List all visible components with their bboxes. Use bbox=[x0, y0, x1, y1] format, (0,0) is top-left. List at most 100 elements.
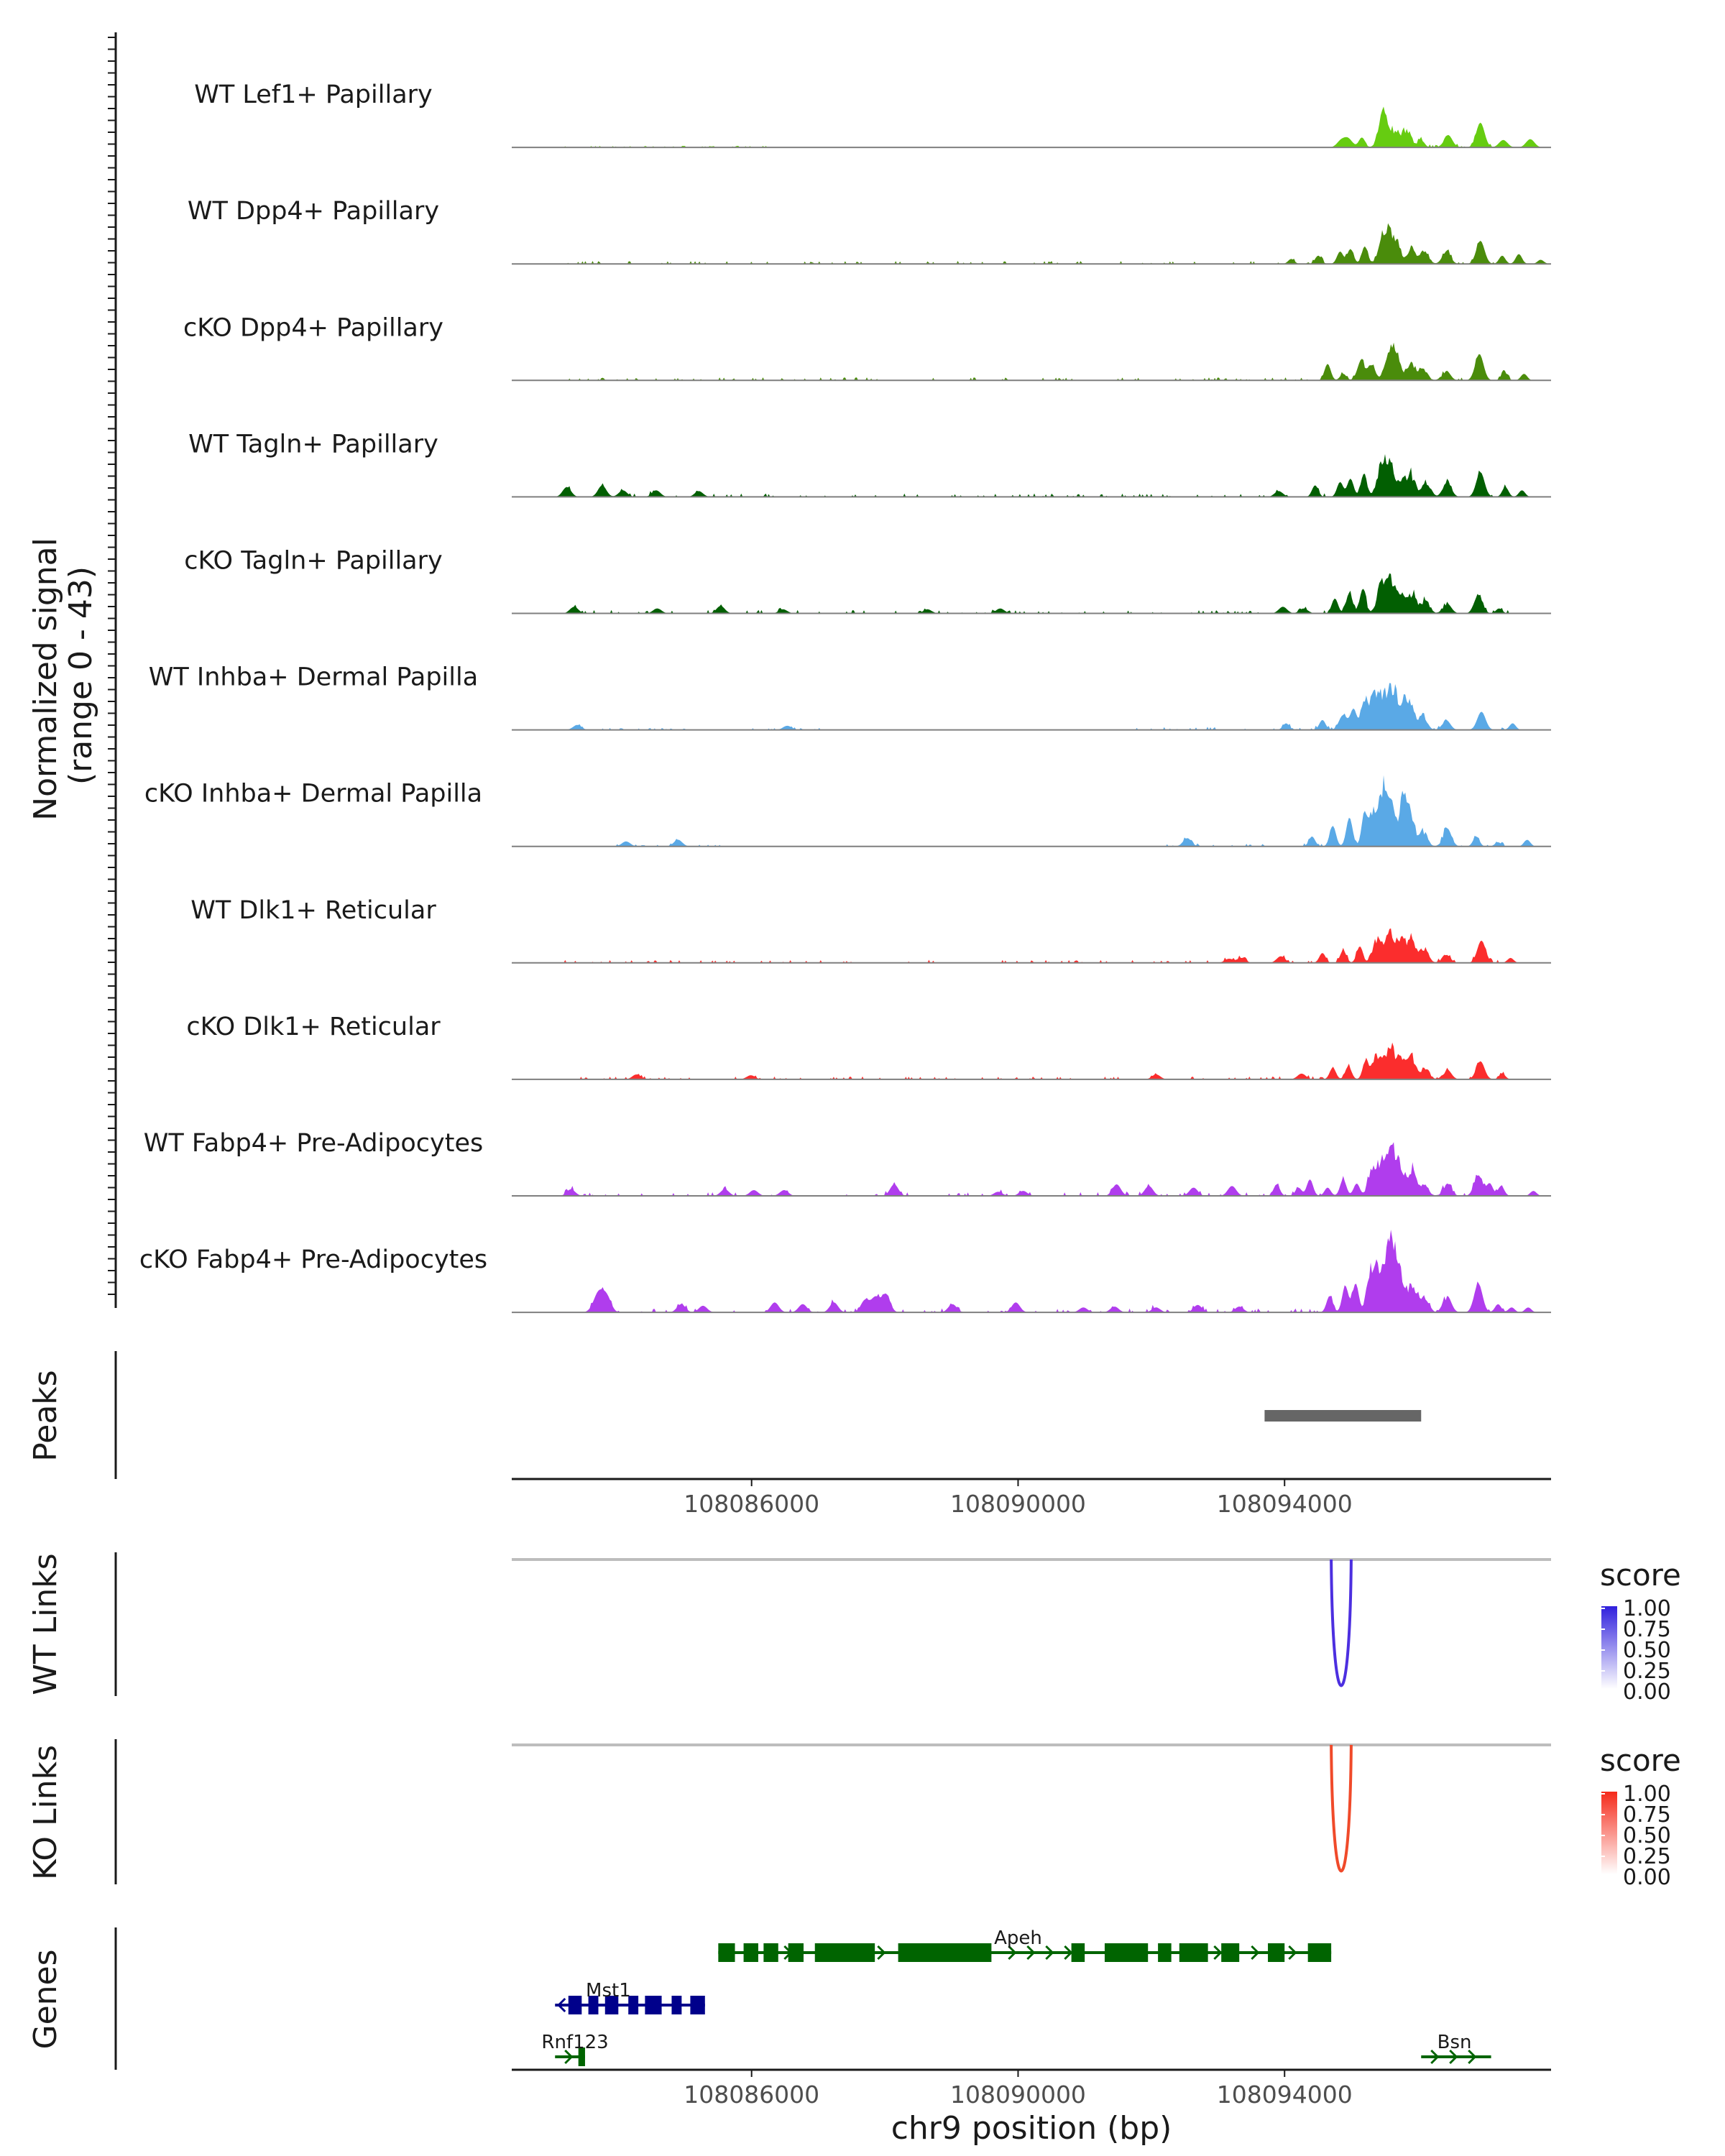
ko-links-label: KO Links bbox=[27, 1745, 64, 1880]
strand-arrow bbox=[783, 1945, 793, 1961]
genes-panel: Genes Apeh Mst1 Rnf123 Bsn 108086000 1080900… bbox=[27, 1927, 1551, 2147]
coverage-area bbox=[512, 342, 1551, 381]
x-tick-label: 108086000 bbox=[684, 2081, 819, 2109]
strand-arrow bbox=[1008, 1945, 1017, 1961]
track-label: cKO Inhba+ Dermal Papilla bbox=[144, 780, 482, 808]
peaks-x-ticks: 108086000 108090000 108094000 bbox=[684, 1479, 1353, 1518]
track-wt-lef1-papillary: WT Lef1+ Papillary bbox=[194, 80, 1551, 149]
ko-score-legend-title: score bbox=[1600, 1743, 1681, 1778]
gene-exon bbox=[578, 2047, 585, 2066]
peak-regions bbox=[1264, 1410, 1422, 1422]
coverage-area bbox=[512, 1142, 1551, 1196]
gene-exon bbox=[814, 1943, 875, 1962]
gene-exon bbox=[1179, 1943, 1208, 1962]
gene-exon bbox=[1071, 1943, 1085, 1962]
track-cko-fabp4-pre-adipocytes: cKO Fabp4+ Pre-Adipocytes bbox=[139, 1230, 1551, 1314]
gene-exon bbox=[1104, 1943, 1149, 1962]
strand-arrow bbox=[1288, 1945, 1297, 1961]
strand-arrow bbox=[564, 2049, 574, 2065]
gene-exon bbox=[628, 1996, 639, 2014]
track-label: WT Tagln+ Papillary bbox=[188, 430, 438, 459]
wt-score-legend-ticks: 1.000.750.500.250.00 bbox=[1601, 1596, 1671, 1705]
strand-arrow bbox=[557, 1997, 566, 2013]
coverage-area bbox=[512, 106, 1551, 148]
track-label: WT Fabp4+ Pre-Adipocytes bbox=[144, 1129, 483, 1158]
gene-exon bbox=[588, 1996, 599, 2014]
coverage-area bbox=[512, 928, 1551, 963]
strand-arrow bbox=[1430, 2049, 1440, 2065]
ko-score-colorbar bbox=[1601, 1792, 1617, 1874]
ko-score-legend-ticks: 1.000.750.500.250.00 bbox=[1601, 1782, 1671, 1890]
track-cko-dlk1-reticular: cKO Dlk1+ Reticular bbox=[186, 1013, 1551, 1080]
gene-bsn: Bsn bbox=[1421, 2032, 1491, 2065]
coverage-area bbox=[512, 1230, 1551, 1313]
gene-exon bbox=[671, 1996, 682, 2014]
gene-exon bbox=[1307, 1943, 1332, 1962]
coverage-area bbox=[512, 775, 1551, 847]
coverage-area bbox=[512, 453, 1551, 497]
strand-arrow bbox=[1213, 1945, 1223, 1961]
signal-y-ticks bbox=[108, 37, 116, 1295]
strand-arrow bbox=[1468, 2049, 1477, 2065]
track-label: cKO Dlk1+ Reticular bbox=[186, 1013, 441, 1041]
coverage-area bbox=[512, 223, 1551, 264]
gene-exon bbox=[763, 1943, 778, 1962]
legend-tick-label: 0.75 bbox=[1623, 1617, 1671, 1642]
track-label: WT Inhba+ Dermal Papilla bbox=[149, 663, 478, 692]
legend-tick-label: 1.00 bbox=[1623, 1596, 1671, 1621]
gene-exon bbox=[743, 1943, 758, 1962]
legend-tick-label: 0.00 bbox=[1623, 1865, 1671, 1890]
genes-x-ticks: 108086000 108090000 108094000 bbox=[684, 2070, 1353, 2109]
track-wt-inhba-dermal-papilla: WT Inhba+ Dermal Papilla bbox=[149, 663, 1551, 731]
peak-region bbox=[1264, 1410, 1422, 1422]
legend-tick-label: 1.00 bbox=[1623, 1782, 1671, 1807]
track-cko-inhba-dermal-papilla: cKO Inhba+ Dermal Papilla bbox=[144, 775, 1551, 847]
track-label: cKO Dpp4+ Papillary bbox=[183, 313, 443, 342]
track-label: WT Lef1+ Papillary bbox=[194, 80, 433, 109]
x-tick-label: 108094000 bbox=[1217, 1490, 1353, 1518]
gene-mst1: Mst1 bbox=[555, 1980, 705, 2014]
gene-models: Apeh Mst1 Rnf123 Bsn bbox=[541, 1927, 1491, 2066]
gene-apeh: Apeh bbox=[718, 1927, 1332, 1962]
track-label: cKO Tagln+ Papillary bbox=[184, 547, 443, 576]
peaks-label: Peaks bbox=[27, 1370, 64, 1461]
legend-tick-label: 0.50 bbox=[1623, 1823, 1671, 1848]
legend-tick-label: 0.25 bbox=[1623, 1659, 1671, 1684]
gene-label: Apeh bbox=[994, 1927, 1042, 1949]
x-tick-label: 108090000 bbox=[950, 2081, 1086, 2109]
ko-links-panel: KO Links score 1.000.750.500.250.00 bbox=[27, 1739, 1681, 1890]
gene-exon bbox=[568, 1996, 582, 2014]
signal-range-label: (range 0 - 43) bbox=[63, 566, 99, 785]
legend-tick-label: 0.25 bbox=[1623, 1844, 1671, 1869]
wt-link-arc bbox=[1330, 1559, 1353, 1687]
genes-label: Genes bbox=[27, 1949, 64, 2049]
ko-link-arc bbox=[1330, 1744, 1353, 1873]
coverage-area bbox=[512, 1042, 1551, 1079]
wt-links-panel: WT Links score 1.000.750.500.250.00 bbox=[27, 1552, 1681, 1705]
coverage-tracks: WT Lef1+ Papillary WT Dpp4+ Papillary cKO … bbox=[139, 80, 1551, 1314]
wt-score-legend-title: score bbox=[1600, 1557, 1681, 1593]
wt-score-colorbar bbox=[1601, 1606, 1617, 1689]
gene-label: Bsn bbox=[1438, 2032, 1472, 2053]
legend-tick-label: 0.50 bbox=[1623, 1638, 1671, 1663]
coverage-area bbox=[512, 573, 1551, 614]
gene-rnf123: Rnf123 bbox=[541, 2032, 609, 2066]
track-cko-dpp4-papillary: cKO Dpp4+ Papillary bbox=[183, 313, 1551, 382]
track-wt-dpp4-papillary: WT Dpp4+ Papillary bbox=[188, 197, 1551, 265]
strand-arrow bbox=[1064, 1945, 1073, 1961]
legend-tick-label: 0.00 bbox=[1623, 1680, 1671, 1705]
strand-arrow bbox=[1045, 1945, 1054, 1961]
strand-arrow bbox=[877, 1945, 886, 1961]
track-label: cKO Fabp4+ Pre-Adipocytes bbox=[139, 1245, 487, 1274]
track-wt-tagln-papillary: WT Tagln+ Papillary bbox=[188, 430, 1551, 498]
gene-exon bbox=[718, 1943, 735, 1962]
x-tick-label: 108090000 bbox=[950, 1490, 1086, 1518]
gene-exon bbox=[645, 1996, 662, 2014]
gene-label: Rnf123 bbox=[541, 2032, 608, 2053]
strand-arrow bbox=[1026, 1945, 1036, 1961]
gene-exon bbox=[898, 1943, 992, 1962]
coverage-area bbox=[512, 683, 1551, 730]
track-label: WT Dlk1+ Reticular bbox=[190, 896, 436, 925]
gene-exon bbox=[604, 1996, 619, 2014]
